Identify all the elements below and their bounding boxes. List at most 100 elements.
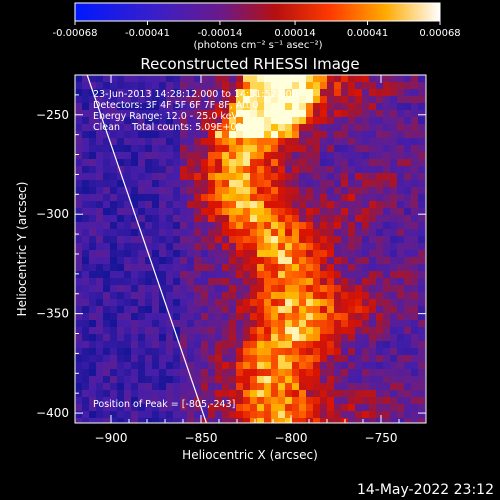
heatmap-cell	[383, 264, 391, 272]
heatmap-cell	[124, 236, 132, 244]
heatmap-cell	[124, 404, 132, 412]
heatmap-cell	[236, 264, 244, 272]
heatmap-cell	[243, 124, 251, 132]
heatmap-cell	[271, 341, 279, 349]
heatmap-cell	[313, 124, 321, 132]
heatmap-cell	[208, 355, 216, 363]
heatmap-cell	[418, 278, 426, 286]
heatmap-cell	[117, 96, 125, 104]
heatmap-cell	[411, 152, 419, 160]
heatmap-cell	[75, 341, 83, 349]
heatmap-cell	[236, 278, 244, 286]
heatmap-cell	[166, 355, 174, 363]
heatmap-cell	[250, 320, 258, 328]
heatmap-cell	[229, 278, 237, 286]
heatmap-cell	[180, 320, 188, 328]
heatmap-cell	[103, 117, 111, 125]
heatmap-cell	[355, 369, 363, 377]
heatmap-cell	[187, 355, 195, 363]
heatmap-cell	[278, 257, 286, 265]
solar-limb-line	[86, 75, 207, 423]
heatmap-cell	[201, 418, 209, 423]
heatmap-cell	[362, 187, 370, 195]
heatmap-cell	[166, 145, 174, 153]
heatmap-cell	[124, 320, 132, 328]
heatmap-cell	[355, 278, 363, 286]
heatmap-cell	[278, 138, 286, 146]
heatmap-cell	[397, 82, 405, 90]
heatmap-cell	[96, 383, 104, 391]
heatmap-cell	[124, 96, 132, 104]
heatmap-cell	[89, 369, 97, 377]
heatmap-cell	[341, 124, 349, 132]
heatmap-cell	[334, 180, 342, 188]
heatmap-cell	[96, 376, 104, 384]
heatmap-cell	[369, 222, 377, 230]
axis-ticks: −900 −850 −800 −750−250−300−350−400	[36, 75, 426, 445]
heatmap-cell	[306, 397, 314, 405]
heatmap-cell	[250, 187, 258, 195]
heatmap-cell	[173, 257, 181, 265]
heatmap-cell	[348, 264, 356, 272]
heatmap-cell	[131, 166, 139, 174]
heatmap-cell	[348, 215, 356, 223]
heatmap-cell	[250, 208, 258, 216]
heatmap-cell	[411, 117, 419, 125]
heatmap-cell	[187, 215, 195, 223]
heatmap-cell	[376, 278, 384, 286]
heatmap-cell	[145, 348, 153, 356]
heatmap-cell	[271, 271, 279, 279]
heatmap-cell	[96, 299, 104, 307]
heatmap-cell	[355, 397, 363, 405]
heatmap-cell	[215, 306, 223, 314]
heatmap-cell	[397, 299, 405, 307]
heatmap-cell	[173, 236, 181, 244]
heatmap-cell	[110, 208, 118, 216]
heatmap-cell	[264, 383, 272, 391]
heatmap-cell	[285, 313, 293, 321]
heatmap-cell	[390, 250, 398, 258]
heatmap-cell	[264, 215, 272, 223]
heatmap-cell	[369, 369, 377, 377]
heatmap-cell	[299, 124, 307, 132]
heatmap-cell	[313, 194, 321, 202]
heatmap-cell	[320, 180, 328, 188]
heatmap-cell	[131, 117, 139, 125]
heatmap-cell	[306, 215, 314, 223]
heatmap-cell	[89, 341, 97, 349]
heatmap-cell	[82, 173, 90, 181]
heatmap-cell	[96, 75, 104, 83]
heatmap-cell	[278, 89, 286, 97]
heatmap-cell	[404, 229, 412, 237]
heatmap-cell	[82, 152, 90, 160]
heatmap-cell	[103, 369, 111, 377]
heatmap-cell	[320, 131, 328, 139]
heatmap-cell	[124, 306, 132, 314]
heatmap-cell	[369, 250, 377, 258]
heatmap-cell	[236, 152, 244, 160]
heatmap-cell	[362, 271, 370, 279]
heatmap-cell	[89, 166, 97, 174]
x-tick-label: −850	[185, 431, 218, 445]
heatmap-cell	[285, 383, 293, 391]
heatmap-cell	[124, 131, 132, 139]
heatmap-cell	[320, 320, 328, 328]
heatmap-cell	[145, 327, 153, 335]
heatmap-cell	[222, 208, 230, 216]
heatmap-cell	[236, 271, 244, 279]
heatmap-cell	[411, 243, 419, 251]
heatmap-cell	[341, 362, 349, 370]
heatmap-cell	[320, 194, 328, 202]
heatmap-cell	[110, 145, 118, 153]
heatmap-cell	[236, 180, 244, 188]
heatmap-cell	[138, 82, 146, 90]
heatmap-cell	[236, 117, 244, 125]
heatmap-cell	[180, 383, 188, 391]
heatmap-cell	[201, 404, 209, 412]
heatmap-cell	[173, 299, 181, 307]
heatmap-cell	[355, 376, 363, 384]
heatmap-cell	[243, 173, 251, 181]
heatmap-cell	[243, 348, 251, 356]
heatmap-cell	[82, 222, 90, 230]
heatmap-cell	[264, 285, 272, 293]
